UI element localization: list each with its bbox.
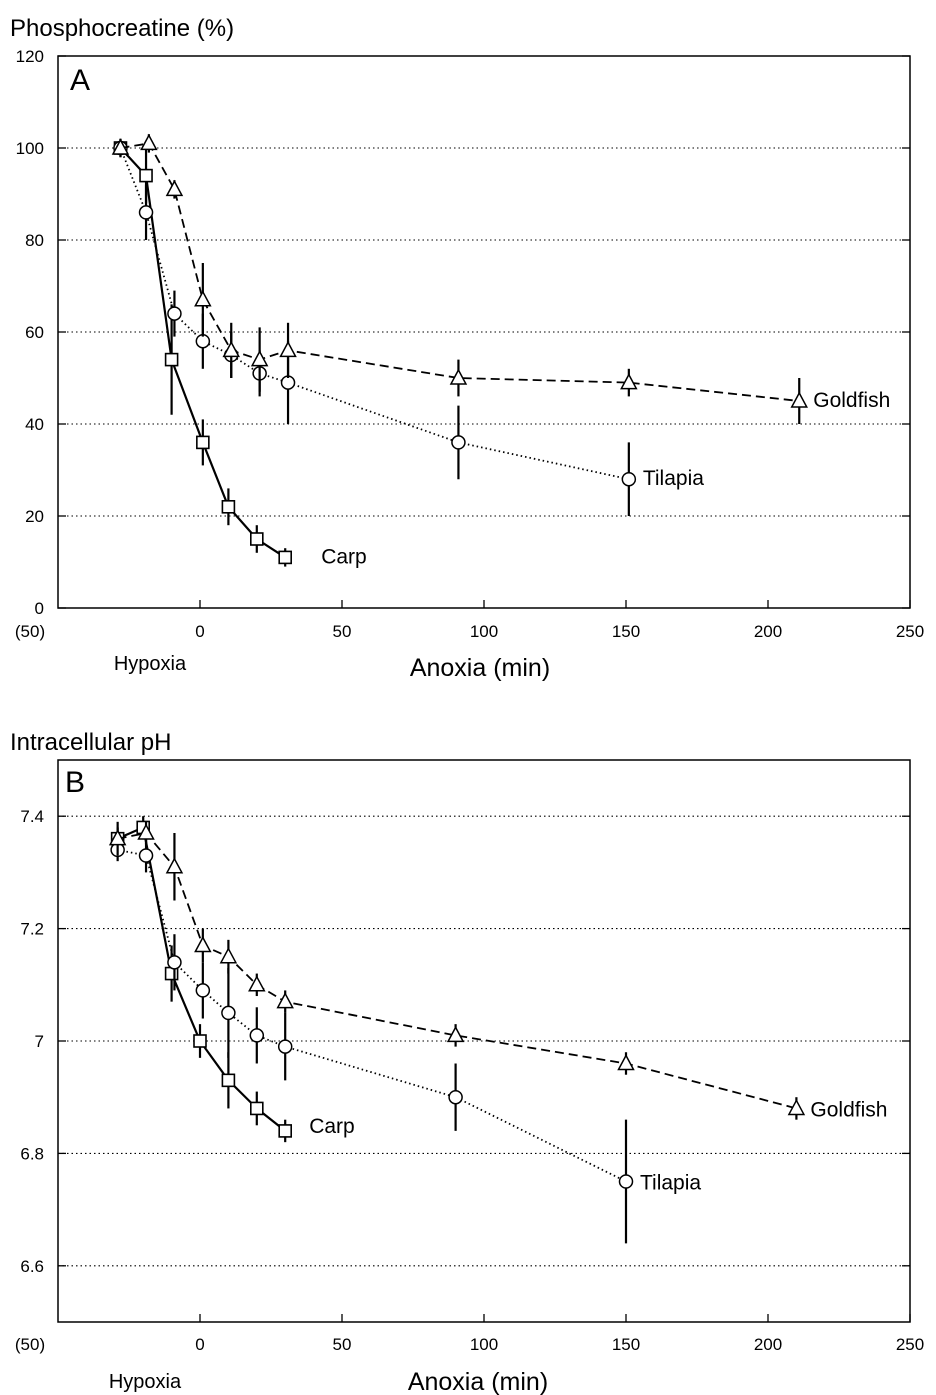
x-tick-label: 150 (612, 622, 640, 641)
x-tick-label: 100 (470, 1335, 498, 1354)
point-tilapia (618, 1174, 634, 1189)
series-label-tilapia: Tilapia (640, 1172, 701, 1195)
point-goldfish (194, 290, 212, 307)
panel-a-frame (57, 55, 911, 609)
point-goldfish (276, 992, 294, 1009)
x-tick-label: 200 (754, 622, 782, 641)
point-goldfish (617, 1053, 635, 1071)
y-tick-label: 100 (16, 139, 44, 158)
point-carp (196, 435, 210, 450)
point-carp (278, 1124, 293, 1138)
point-tilapia (195, 333, 211, 349)
point-goldfish (446, 1025, 465, 1043)
y-tick-label: 6.6 (20, 1257, 44, 1276)
x-tick-label: 0 (195, 1335, 204, 1354)
point-goldfish (137, 823, 155, 840)
point-carp (278, 550, 293, 565)
panel-b-label: B (65, 766, 85, 799)
point-goldfish (219, 947, 238, 964)
point-carp (221, 1073, 236, 1088)
x-tick-label: 250 (896, 1335, 924, 1354)
y-tick-label: 80 (25, 231, 44, 250)
x-tick-label: 200 (754, 1335, 782, 1354)
point-goldfish (787, 1098, 806, 1116)
panel-b: Intracellular pH B 6.6 6.8 7 7.2 7.4 0 50 100 15… (10, 729, 924, 1395)
point-goldfish (194, 935, 212, 953)
point-goldfish (790, 391, 808, 408)
series-label-tilapia: Tilapia (643, 467, 704, 490)
panel-b-xlabel: Anoxia (min) (408, 1368, 548, 1395)
x-tick-label: 100 (470, 622, 498, 641)
y-tick-label: 7.2 (20, 920, 44, 939)
series-line-tilapia (117, 849, 627, 1183)
x-tick-label: 150 (612, 1335, 640, 1354)
point-goldfish (140, 133, 158, 151)
y-tick-label: 120 (16, 47, 44, 66)
point-carp (250, 1101, 264, 1116)
point-goldfish (279, 340, 297, 358)
point-tilapia (277, 1039, 293, 1054)
point-tilapia (138, 848, 154, 863)
point-tilapia (167, 306, 182, 321)
y-tick-label: 60 (25, 323, 44, 342)
point-goldfish (250, 350, 269, 367)
point-carp (139, 168, 153, 183)
series-label-carp: Carp (309, 1115, 355, 1138)
series-line-tilapia (119, 147, 629, 481)
y-tick-label: 7.4 (20, 807, 44, 826)
series-label-goldfish: Goldfish (810, 1098, 887, 1121)
point-carp (164, 352, 179, 367)
point-carp (250, 532, 264, 546)
point-tilapia (221, 1005, 236, 1021)
panel-a-left-tick: (50) (15, 622, 45, 641)
series-line-goldfish (117, 832, 797, 1110)
point-tilapia (138, 205, 154, 220)
panel-a: Phosphocreatine (%) A 0 20 40 60 80 100 120 0 50… (10, 15, 924, 682)
point-goldfish (620, 373, 638, 390)
panel-b-plot-area: 6.6 6.8 7 7.2 7.4 0 50 100 150 200 250 Carp Tilapia G… (20, 807, 924, 1354)
panel-a-hypoxia-label: Hypoxia (114, 653, 187, 675)
x-tick-label: 0 (195, 622, 204, 641)
y-tick-label: 0 (35, 599, 44, 618)
point-tilapia (280, 375, 296, 390)
panel-a-ylabel: Phosphocreatine (%) (10, 15, 234, 42)
y-tick-label: 6.8 (20, 1144, 44, 1163)
point-carp (221, 499, 236, 514)
panel-b-frame (57, 759, 911, 1323)
y-tick-label: 40 (25, 415, 44, 434)
series-line-goldfish (120, 142, 800, 402)
series-line-carp (117, 825, 286, 1132)
point-tilapia (195, 983, 211, 998)
y-tick-label: 20 (25, 507, 44, 526)
point-tilapia (167, 955, 182, 970)
x-tick-label: 50 (333, 622, 352, 641)
point-goldfish (165, 179, 184, 197)
y-tick-label: 7 (35, 1032, 44, 1051)
point-carp (193, 1034, 207, 1048)
point-tilapia (621, 471, 637, 487)
point-goldfish (108, 829, 127, 846)
series-label-goldfish: Goldfish (813, 389, 890, 412)
point-goldfish (111, 138, 130, 155)
point-goldfish (222, 340, 240, 358)
panel-b-left-tick: (50) (15, 1335, 45, 1354)
point-goldfish (248, 975, 266, 992)
panel-a-xlabel: Anoxia (min) (410, 654, 550, 682)
x-tick-label: 50 (333, 1335, 352, 1354)
point-tilapia (249, 1028, 265, 1043)
point-tilapia (451, 435, 466, 450)
panel-b-ylabel: Intracellular pH (10, 729, 171, 756)
panel-a-plot-area: 0 20 40 60 80 100 120 0 50 100 150 200 250 Carp Tilapi… (16, 47, 925, 641)
point-tilapia (448, 1089, 463, 1105)
panel-b-hypoxia-label: Hypoxia (109, 1371, 182, 1393)
series-label-carp: Carp (321, 545, 367, 568)
point-goldfish (449, 368, 468, 385)
point-goldfish (165, 857, 184, 874)
x-tick-label: 250 (896, 622, 924, 641)
panel-a-label: A (70, 64, 90, 97)
